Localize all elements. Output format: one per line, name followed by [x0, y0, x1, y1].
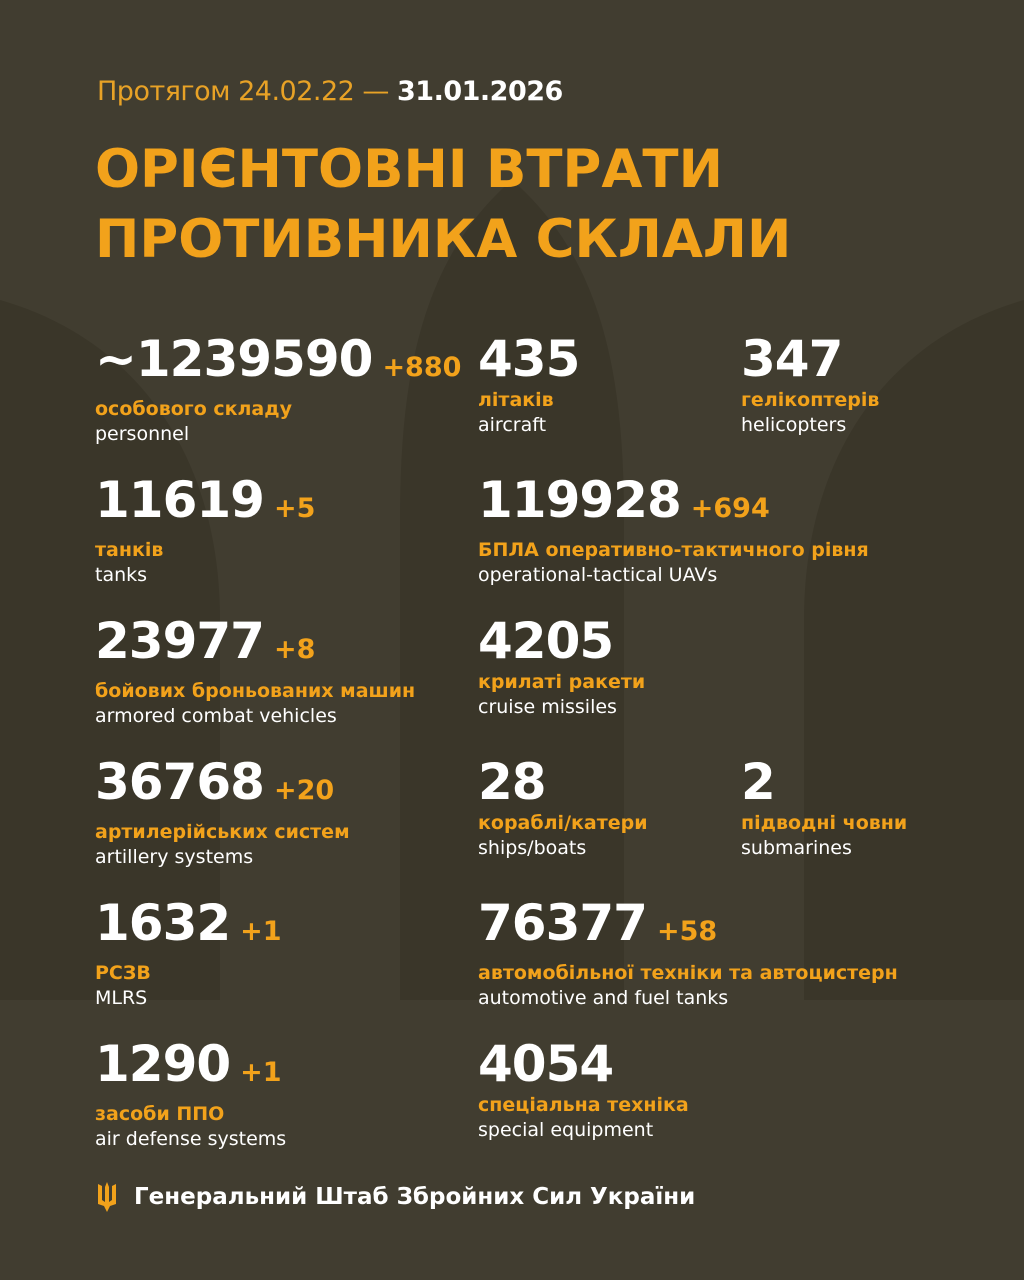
stat-item: 119928 +694 БПЛА оперативно-тактичного рі…: [478, 474, 869, 586]
stat-item: 23977 +8 бойових броньованих машин armore…: [95, 615, 415, 727]
stat-number: 119928: [478, 471, 682, 529]
stat-value: 1632 +1: [95, 897, 282, 958]
stat-value: 347: [741, 333, 879, 385]
stat-label-ua: гелікоптерів: [741, 389, 880, 411]
stat-item: ~1239590 +880 особового складу personnel: [95, 333, 461, 445]
stat-item: 76377 +58 автомобільної техніки та автоци…: [478, 897, 898, 1009]
stat-number: 4205: [478, 612, 614, 670]
page-title: ОРІЄНТОВНІ ВТРАТИ ПРОТИВНИКА СКЛАЛИ: [95, 135, 791, 275]
stat-label-ua: БПЛА оперативно-тактичного рівня: [478, 539, 869, 561]
stat-number: 11619: [95, 471, 265, 529]
stat-label-ua: автомобільної техніки та автоцистерн: [478, 962, 898, 984]
stat-value: 435: [478, 330, 580, 388]
stat-label-ua: танків: [95, 539, 164, 561]
stat-label-ua: літаків: [478, 389, 554, 411]
stat-increment: +1: [240, 1057, 282, 1088]
stat-number: 2: [741, 753, 776, 811]
trident-icon: [98, 1182, 116, 1212]
stat-number: 23977: [95, 612, 265, 670]
stat-value: 23977 +8: [95, 615, 415, 676]
stat-value: 11619 +5: [95, 474, 315, 535]
stat-label-ua: засоби ППО: [95, 1103, 225, 1125]
stat-item: 4205 крилаті ракети cruise missiles: [478, 615, 645, 718]
stat-item: 11619 +5 танків tanks: [95, 474, 315, 586]
stat-label-en: artillery systems: [95, 846, 254, 868]
stat-label-en: automotive and fuel tanks: [478, 987, 729, 1009]
stat-label-en: MLRS: [95, 987, 148, 1009]
stat-value: 1290 +1: [95, 1038, 286, 1099]
stat-label-en: special equipment: [478, 1119, 654, 1141]
stat-label-ua: підводні човни: [741, 812, 908, 834]
stat-item: 36768 +20 артилерійських систем artillery…: [95, 756, 350, 868]
stat-label-ua: особового складу: [95, 398, 292, 420]
stat-number: 76377: [478, 894, 648, 952]
stat-number: 435: [478, 330, 580, 388]
stat-increment: +58: [656, 916, 718, 947]
stat-label-ua: спеціальна техніка: [478, 1094, 689, 1116]
stat-number: ~1239590: [95, 330, 373, 388]
stat-value: 36768 +20: [95, 756, 350, 817]
stat-label-en: armored combat vehicles: [95, 705, 337, 727]
stat-label-ua: кораблі/катери: [478, 812, 648, 834]
stat-label-ua: бойових броньованих машин: [95, 680, 416, 702]
stat-value: ~1239590 +880: [95, 333, 461, 394]
stat-item: 28 кораблі/катери ships/boats: [478, 756, 648, 859]
stat-label-ua: крилаті ракети: [478, 671, 646, 693]
stat-label-en: cruise missiles: [478, 696, 617, 718]
stat-label-ua: артилерійських систем: [95, 821, 350, 843]
stat-item: 435 літаків aircraft: [478, 330, 580, 436]
stat-label-ua: РСЗВ: [95, 962, 151, 984]
stat-value: 119928 +694: [478, 474, 869, 535]
stat-increment: +880: [382, 352, 462, 383]
stat-item: 1632 +1 РСЗВ MLRS: [95, 897, 282, 1009]
stat-label-en: personnel: [95, 423, 190, 445]
stat-number: 1290: [95, 1035, 231, 1093]
stat-label-en: ships/boats: [478, 837, 587, 859]
stat-label-en: aircraft: [478, 414, 547, 436]
stat-item: 4054 спеціальна техніка special equipmen…: [478, 1038, 689, 1141]
stat-label-en: helicopters: [741, 414, 847, 436]
stat-increment: +694: [690, 493, 770, 524]
stat-increment: +20: [273, 775, 335, 806]
footer: Генеральний Штаб Збройних Сил України: [96, 1182, 695, 1212]
footer-text: Генеральний Штаб Збройних Сил України: [134, 1184, 696, 1210]
period-subtitle: Протягом 24.02.22 — 31.01.2026: [97, 76, 563, 107]
stat-value: 4054: [478, 1038, 689, 1090]
stat-label-en: operational-tactical UAVs: [478, 564, 718, 586]
stat-value: 28: [478, 756, 648, 808]
period-end-date: 31.01.2026: [397, 76, 563, 107]
stat-label-en: submarines: [741, 837, 852, 859]
stat-number: 347: [741, 330, 843, 388]
stat-increment: +1: [240, 916, 282, 947]
title-line-1: ОРІЄНТОВНІ ВТРАТИ: [95, 139, 723, 200]
stat-number: 36768: [95, 753, 265, 811]
period-prefix: Протягом 24.02.22 —: [97, 76, 389, 107]
stat-increment: +5: [273, 493, 316, 524]
stat-value: 2: [741, 756, 907, 808]
stat-label-en: air defense systems: [95, 1128, 287, 1150]
stat-number: 4054: [478, 1035, 614, 1093]
stat-value: 76377 +58: [478, 897, 898, 958]
stat-increment: +8: [273, 634, 316, 665]
stat-label-en: tanks: [95, 564, 148, 586]
stat-item: 347 гелікоптерів helicopters: [741, 333, 879, 436]
title-line-2: ПРОТИВНИКА СКЛАЛИ: [95, 209, 792, 270]
stat-number: 1632: [95, 894, 231, 952]
stat-value: 4205: [478, 615, 645, 667]
stat-number: 28: [478, 753, 547, 811]
stat-item: 2 підводні човни submarines: [741, 756, 907, 859]
stat-item: 1290 +1 засоби ППО air defense systems: [95, 1038, 286, 1150]
